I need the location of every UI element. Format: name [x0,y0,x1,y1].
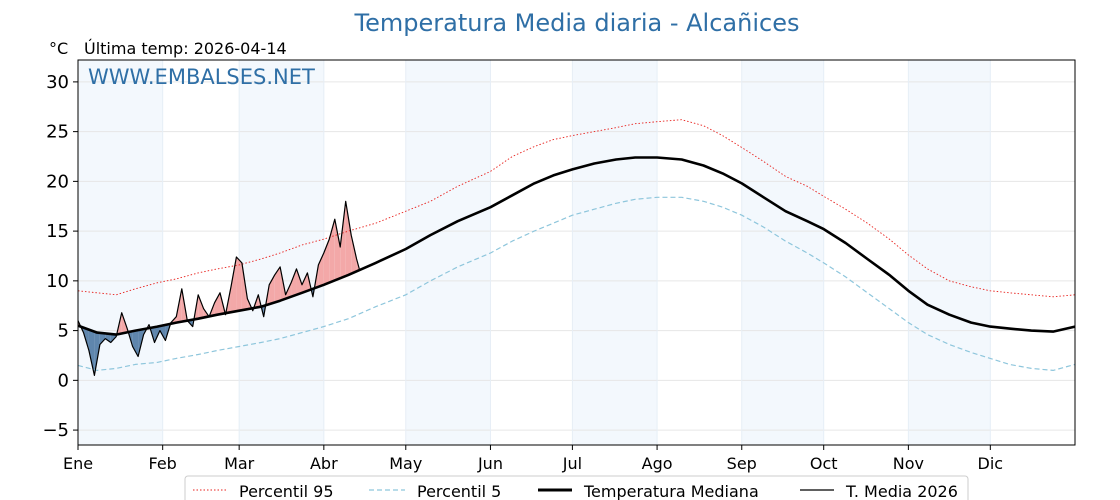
anomaly-above [269,274,275,305]
x-tick-label: Feb [149,454,177,473]
anomaly-above [230,256,237,313]
anomaly-above [351,235,357,274]
x-tick-label: May [389,454,422,473]
month-band [741,60,824,445]
legend-box [184,475,969,500]
x-tick-label: Abr [310,454,338,473]
x-tick-label: Jun [477,454,503,473]
anomaly-above [340,201,346,279]
series-p5-line [77,196,1076,371]
x-tick-label: Ago [642,454,673,473]
y-tick-label: 15 [46,221,69,242]
x-tick-label: Mar [224,454,255,473]
anomaly-above [214,292,221,316]
legend-p5-label: Percentil 5 [417,482,501,500]
x-tick-label: Ene [63,454,93,473]
x-tick-label: Nov [893,454,924,473]
y-tick-label: −5 [42,420,69,441]
anomaly-below [88,329,95,376]
anomaly-above [301,272,308,293]
month-band [239,60,324,445]
series-p95-line [77,119,1076,298]
series-current-line [77,200,360,376]
plot-area: −5 0 5 10 15 20 25 30 Ene Feb Mar Abr May Jun Jul Ago Se… [42,59,1076,473]
anomaly-below [159,324,166,341]
y-tick-label: 10 [46,271,69,292]
anomaly-above [296,268,302,295]
anomaly-above [291,268,297,297]
anomaly-above [345,201,352,276]
last-temp-label: Última temp: 2026-04-14 [84,39,287,58]
legend: Percentil 95 Percentil 5 Temperatura Med… [184,475,969,500]
y-tick-label: 5 [58,321,69,342]
series-median-line [77,156,1076,336]
chart-title: Temperatura Media diaria - Alcañices [354,9,800,37]
watermark: WWW.EMBALSES.NET [88,65,315,89]
legend-p95-label: Percentil 95 [239,482,334,500]
y-tick-label: 25 [46,122,69,143]
x-tick-label: Sep [727,454,757,473]
y-tick-label: 0 [58,370,69,391]
month-band [405,60,491,445]
legend-current-label: T. Media 2026 [845,482,958,500]
x-tick-label: Jul [562,454,582,473]
y-axis-unit: °C [49,39,68,58]
anomaly-above [334,219,341,281]
anomaly-above [236,256,242,312]
plot-frame [77,59,1076,446]
y-tick-label: 20 [46,171,69,192]
anomaly-above [274,266,281,303]
anomaly-above [198,294,204,319]
month-band [78,60,163,445]
x-tick-label: Oct [810,454,838,473]
x-tick-label: Dic [978,454,1004,473]
anomaly-below [99,332,106,345]
legend-median-label: Temperatura Mediana [583,482,759,500]
anomaly-above [318,252,324,287]
anomaly-below [105,333,111,343]
anomaly-below [132,330,139,357]
y-tick-label: 30 [46,72,69,93]
month-band [908,60,991,445]
month-band [572,60,658,445]
